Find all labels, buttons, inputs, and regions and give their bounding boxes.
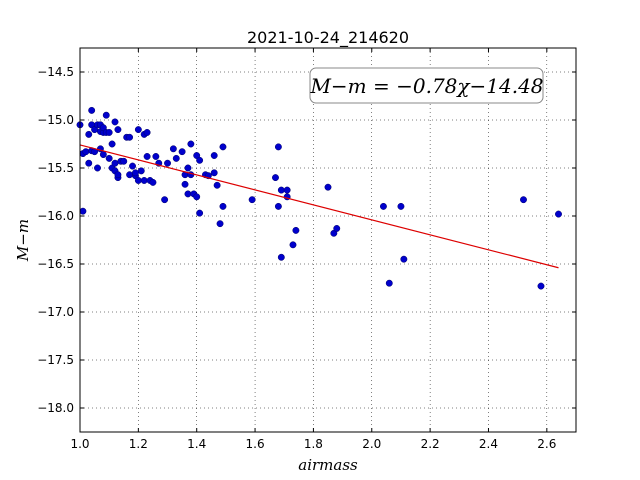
data-point: [213, 181, 221, 189]
data-point: [85, 159, 93, 167]
data-point: [126, 133, 134, 141]
data-point: [126, 171, 134, 179]
data-point: [99, 151, 107, 159]
data-point: [333, 225, 341, 232]
data-point: [88, 106, 96, 114]
data-point: [216, 220, 224, 228]
y-tick-label: −16.0: [37, 209, 74, 223]
data-point: [397, 202, 405, 210]
data-point: [102, 111, 110, 119]
data-point: [210, 152, 218, 159]
x-axis-label: airmass: [298, 456, 358, 474]
data-point: [131, 169, 139, 177]
data-point: [137, 167, 145, 175]
y-axis-label: M−m: [14, 219, 32, 262]
data-point: [149, 178, 157, 186]
x-tick-label: 2.2: [421, 437, 440, 451]
data-point: [111, 118, 119, 126]
x-tick-label: 2.6: [537, 437, 556, 451]
data-point: [520, 196, 527, 204]
data-point: [184, 190, 192, 198]
data-point: [108, 140, 116, 148]
x-tick-label: 2.4: [479, 437, 498, 451]
y-tick-label: −17.0: [37, 305, 74, 319]
data-point: [178, 148, 186, 156]
data-point: [105, 129, 113, 136]
data-point: [129, 162, 136, 170]
fit-annotation: M−m = −0.78χ−14.48: [309, 67, 544, 104]
data-point: [140, 177, 148, 184]
data-point: [152, 153, 160, 160]
plot-frame: [79, 47, 577, 433]
data-point: [114, 126, 122, 134]
x-tick-label: 1.6: [246, 437, 265, 451]
x-tick-label: 1.2: [129, 437, 148, 451]
y-tick-label: −18.0: [37, 401, 74, 415]
x-tick-label: 1.8: [304, 437, 323, 451]
data-point: [193, 193, 201, 201]
data-point: [277, 253, 285, 261]
data-point: [537, 282, 545, 290]
data-point: [114, 171, 122, 179]
data-point: [385, 279, 393, 287]
data-point: [120, 157, 128, 165]
data-point: [219, 202, 227, 210]
annotation-text: M−m = −0.78χ−14.48: [309, 74, 543, 98]
y-axis-ticks: −14.5 −15.0 −15.5 −16.0 −16.5 −17.0 −17.5 −18.0: [37, 65, 576, 415]
data-point: [210, 169, 218, 177]
data-point: [111, 159, 119, 167]
fit-line-group: [79, 144, 559, 269]
y-tick-label: −17.5: [37, 353, 74, 367]
chart-title: 2021-10-24_214620: [247, 28, 409, 48]
data-point: [82, 148, 90, 156]
data-point: [277, 186, 285, 194]
x-tick-label: 2.0: [362, 437, 381, 451]
x-tick-label: 1.0: [70, 437, 89, 451]
data-point: [85, 130, 93, 138]
data-point: [181, 180, 189, 188]
data-point: [105, 154, 113, 162]
data-point: [143, 153, 151, 160]
data-point: [248, 196, 256, 204]
data-point: [555, 210, 562, 218]
fit-line: [79, 144, 559, 269]
data-point: [219, 143, 227, 151]
data-point: [196, 209, 204, 217]
data-point: [324, 183, 332, 191]
data-point: [164, 159, 171, 167]
data-point: [274, 143, 282, 151]
y-tick-label: −15.0: [37, 113, 74, 127]
data-point: [184, 164, 192, 172]
data-point: [169, 145, 177, 153]
y-tick-label: −15.5: [37, 161, 74, 175]
data-point: [94, 164, 101, 172]
data-point: [143, 129, 151, 136]
plot-background: [80, 48, 576, 432]
y-tick-label: −16.5: [37, 257, 74, 271]
data-point: [196, 156, 204, 164]
data-point: [283, 186, 291, 194]
x-axis-ticks: 1.0 1.2 1.4 1.6 1.8 2.0 2.2 2.4 2.6: [70, 48, 556, 451]
annotation-box: [309, 67, 544, 104]
data-point: [272, 174, 279, 182]
data-point: [379, 202, 387, 210]
data-point: [289, 241, 297, 249]
data-point: [134, 126, 142, 134]
data-point: [274, 202, 282, 210]
data-point: [134, 177, 142, 184]
data-point: [79, 207, 87, 215]
x-tick-label: 1.4: [187, 437, 206, 451]
data-point: [400, 255, 408, 263]
data-point: [161, 196, 169, 204]
data-point: [172, 154, 180, 162]
y-tick-label: −14.5: [37, 65, 74, 79]
data-point: [292, 226, 300, 234]
data-point: [187, 140, 195, 148]
data-points: [76, 106, 562, 290]
